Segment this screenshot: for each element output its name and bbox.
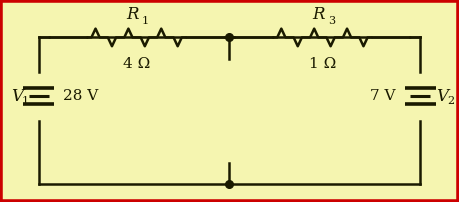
Text: R: R	[312, 6, 325, 23]
Text: R: R	[126, 6, 139, 23]
Text: 1 Ω: 1 Ω	[309, 57, 336, 71]
Text: 3: 3	[328, 16, 335, 26]
Text: 1: 1	[22, 97, 29, 106]
Text: V: V	[11, 88, 23, 105]
Text: V: V	[436, 88, 448, 105]
Text: 2: 2	[447, 97, 454, 106]
Text: 4 Ω: 4 Ω	[123, 57, 150, 71]
Text: 28 V: 28 V	[63, 89, 99, 103]
Text: 1: 1	[142, 16, 149, 26]
Text: 7 V: 7 V	[370, 89, 396, 103]
